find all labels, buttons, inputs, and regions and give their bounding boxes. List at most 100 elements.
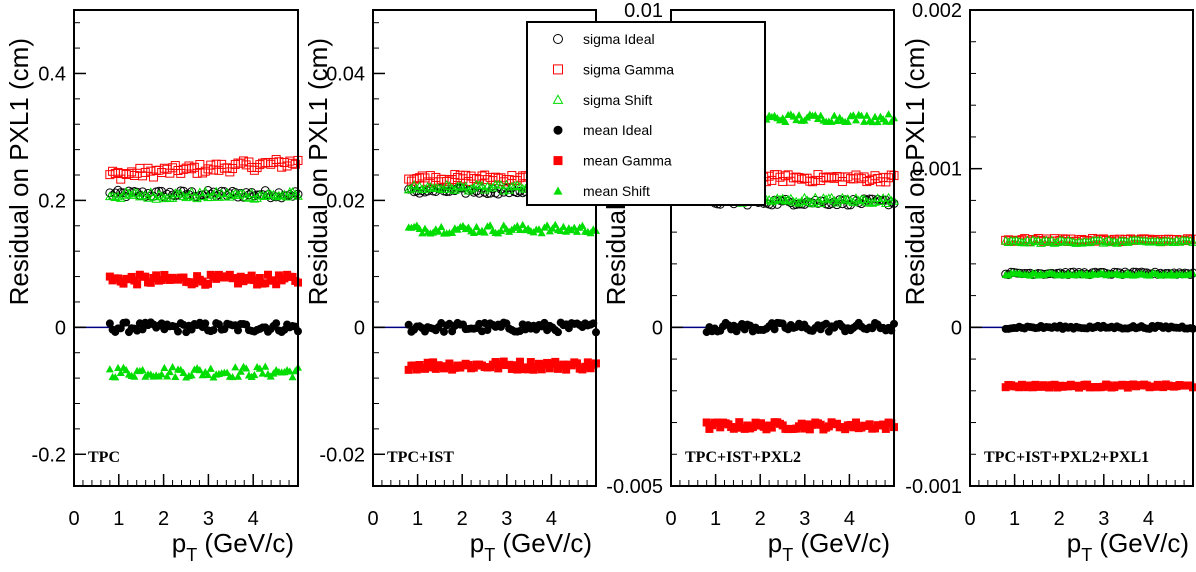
y-tick-label: 0.001 [912, 159, 962, 181]
legend-box [526, 21, 766, 206]
data-point [881, 424, 890, 433]
data-point [512, 176, 522, 186]
data-point [781, 117, 790, 125]
data-point [409, 180, 419, 189]
data-point [404, 365, 413, 374]
y-axis-title: Residual on PXL1 (cm) [4, 38, 34, 305]
x-tick-label: 3 [799, 508, 810, 530]
data-point [1150, 236, 1160, 246]
data-point [873, 117, 882, 126]
data-point [138, 171, 148, 181]
data-point [524, 365, 533, 374]
data-point [228, 372, 237, 381]
data-point [154, 186, 164, 196]
data-point [236, 367, 245, 375]
data-point [425, 171, 435, 181]
data-point [195, 366, 204, 374]
data-point [420, 364, 429, 373]
x-axis-title: pT (GeV/c) [470, 528, 592, 565]
data-point [225, 167, 235, 177]
data-point [482, 181, 493, 191]
x-axis-title-unit: (GeV/c) [495, 528, 592, 558]
data-point [268, 157, 278, 167]
data-point [288, 272, 297, 281]
x-axis-title-p: p [172, 528, 186, 558]
legend-marker [553, 64, 563, 75]
data-point [551, 357, 560, 366]
data-point [1068, 237, 1079, 247]
data-point [878, 193, 888, 202]
y-tick-label: 0 [55, 317, 66, 339]
series-mean-ideal [1001, 321, 1196, 333]
legend-label: sigma Shift [583, 92, 652, 108]
data-point [108, 166, 118, 176]
x-axis-title-sub: T [186, 545, 197, 565]
data-point [537, 365, 546, 374]
data-point [179, 273, 188, 282]
data-point [445, 359, 454, 368]
data-point [434, 227, 443, 235]
data-point [415, 224, 424, 232]
data-point [491, 358, 500, 367]
data-point [791, 196, 802, 206]
data-point [775, 194, 785, 204]
data-point [249, 165, 259, 175]
y-tick-label: 0 [951, 317, 962, 339]
data-point [862, 111, 871, 119]
x-tick-label: 2 [1054, 508, 1065, 530]
legend-marker [553, 156, 563, 166]
legend: sigma Ideal sigma Gamma sigma Shift mean Id… [526, 21, 766, 206]
data-point [879, 420, 888, 429]
data-point [208, 165, 218, 175]
data-point [501, 179, 512, 189]
data-point [816, 176, 826, 186]
x-axis-title-p: p [470, 528, 484, 558]
data-point [105, 365, 114, 373]
data-point [868, 117, 877, 126]
data-point [437, 222, 446, 231]
data-point [209, 326, 218, 335]
data-point [170, 161, 180, 171]
data-point [157, 370, 166, 378]
data-point [1044, 237, 1054, 246]
data-point [480, 228, 489, 236]
data-point [857, 111, 866, 119]
data-point [458, 182, 468, 192]
data-point [1065, 236, 1076, 246]
data-point [551, 220, 560, 228]
panel-2: -0.02 0 0.02 0.04 0 1 2 3 4 Residual on PXL1 (cm)… [303, 9, 601, 565]
data-point [190, 279, 199, 288]
data-point [214, 165, 224, 175]
data-point [748, 423, 757, 432]
data-point [261, 362, 270, 370]
legend-marker [553, 34, 563, 44]
data-point [474, 180, 485, 189]
data-point [206, 364, 215, 372]
data-point [1057, 235, 1068, 245]
data-point [411, 183, 422, 193]
plot-frame [670, 9, 895, 487]
data-point [163, 372, 172, 380]
data-point [486, 221, 495, 229]
data-point [1139, 235, 1149, 245]
series-mean-ideal [702, 318, 898, 337]
y-tick-label: 0 [652, 317, 663, 339]
data-point [258, 369, 267, 377]
panel-1: -0.2 0 0.2 0.4 0 1 2 3 4 Residual on PXL1 (cm) pT … [4, 9, 303, 565]
x-axis-title-sub: T [484, 545, 495, 565]
data-point [152, 271, 161, 280]
y-tick-label: 0.002 [912, 0, 962, 22]
legend-label: sigma Gamma [583, 61, 674, 77]
data-point [1060, 237, 1071, 246]
data-point [107, 191, 118, 200]
y-tick-label: -0.02 [319, 444, 365, 466]
data-point [1003, 237, 1014, 246]
data-point [412, 365, 421, 374]
data-point [167, 193, 178, 202]
data-point [403, 184, 414, 194]
data-point [1014, 236, 1025, 246]
data-point [849, 111, 858, 119]
data-point [506, 181, 517, 191]
data-point [204, 279, 213, 288]
data-point [816, 111, 825, 119]
